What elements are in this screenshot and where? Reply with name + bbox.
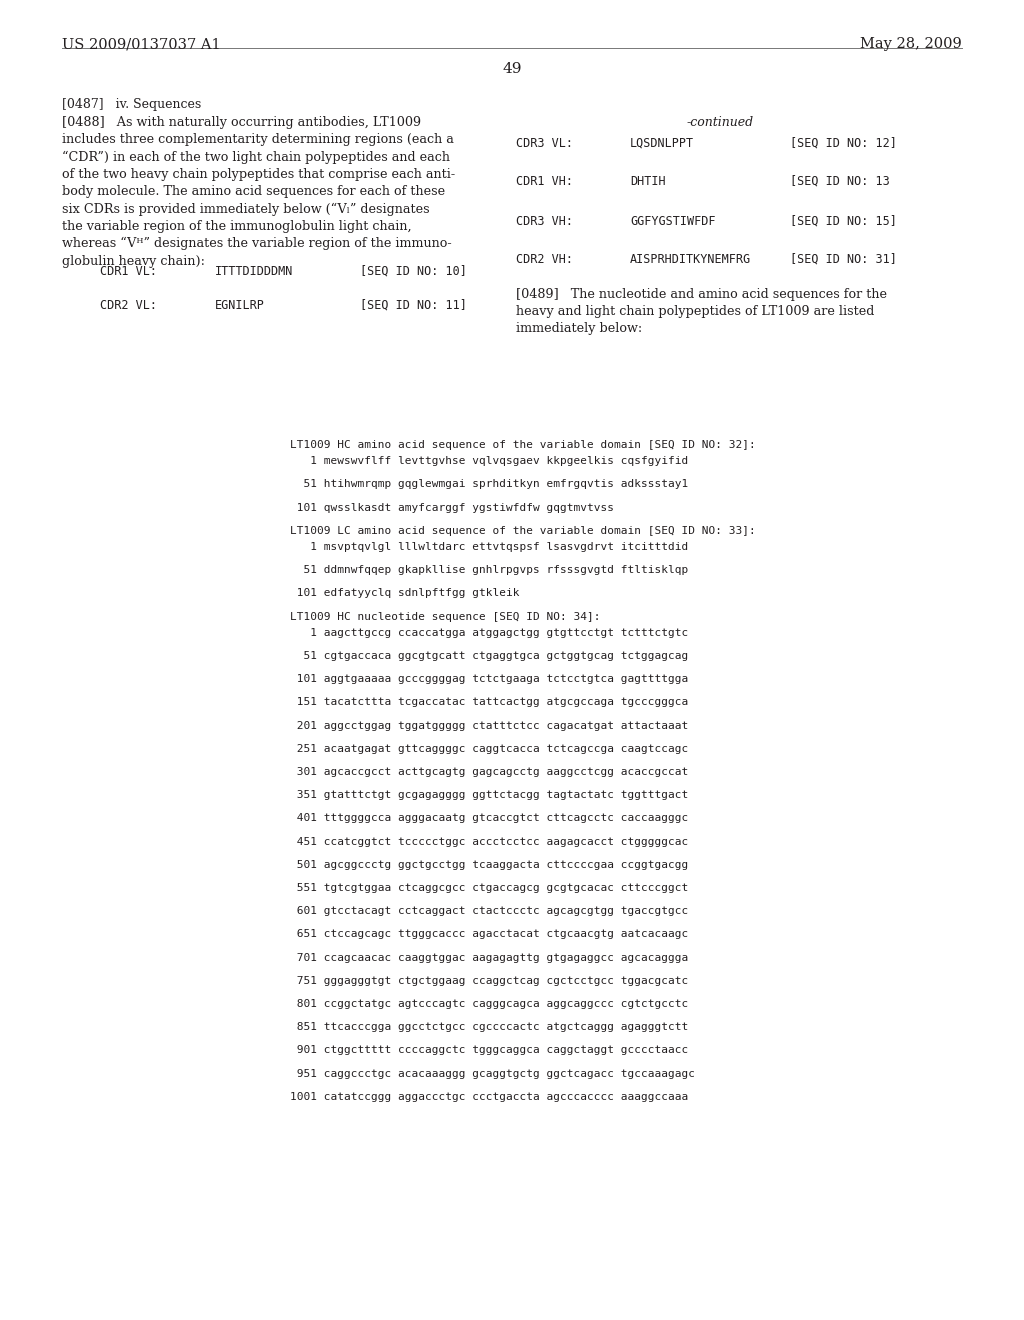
Text: May 28, 2009: May 28, 2009 (860, 37, 962, 51)
Text: [SEQ ID NO: 12]: [SEQ ID NO: 12] (790, 137, 897, 150)
Text: [SEQ ID NO: 11]: [SEQ ID NO: 11] (360, 300, 467, 312)
Text: 1 mewswvflff levttgvhse vqlvqsgaev kkpgeelkis cqsfgyifid: 1 mewswvflff levttgvhse vqlvqsgaev kkpge… (290, 457, 688, 466)
Text: 401 tttggggcca agggacaatg gtcaccgtct cttcagcctc caccaagggc: 401 tttggggcca agggacaatg gtcaccgtct ctt… (290, 813, 688, 824)
Text: 451 ccatcggtct tccccctggc accctcctcc aagagcacct ctgggggcac: 451 ccatcggtct tccccctggc accctcctcc aag… (290, 837, 688, 846)
Text: 851 ttcacccgga ggcctctgcc cgccccactc atgctcaggg agagggtctt: 851 ttcacccgga ggcctctgcc cgccccactc atg… (290, 1022, 688, 1032)
Text: DHTIH: DHTIH (630, 176, 666, 187)
Text: [SEQ ID NO: 10]: [SEQ ID NO: 10] (360, 265, 467, 279)
Text: 49: 49 (502, 62, 522, 77)
Text: -continued: -continued (686, 116, 754, 129)
Text: LT1009 LC amino acid sequence of the variable domain [SEQ ID NO: 33]:: LT1009 LC amino acid sequence of the var… (290, 525, 756, 536)
Text: CDR2 VH:: CDR2 VH: (516, 253, 573, 267)
Text: AISPRHDITKYNEMFRG: AISPRHDITKYNEMFRG (630, 253, 752, 267)
Text: 201 aggcctggag tggatggggg ctatttctcc cagacatgat attactaaat: 201 aggcctggag tggatggggg ctatttctcc cag… (290, 721, 688, 730)
Text: 601 gtcctacagt cctcaggact ctactccctc agcagcgtgg tgaccgtgcc: 601 gtcctacagt cctcaggact ctactccctc agc… (290, 907, 688, 916)
Text: 701 ccagcaacac caaggtggac aagagagttg gtgagaggcc agcacaggga: 701 ccagcaacac caaggtggac aagagagttg gtg… (290, 953, 688, 962)
Text: 101 edfatyyclq sdnlpftfgg gtkleik: 101 edfatyyclq sdnlpftfgg gtkleik (290, 589, 519, 598)
Text: CDR3 VH:: CDR3 VH: (516, 215, 573, 228)
Text: EGNILRP: EGNILRP (215, 300, 265, 312)
Text: CDR3 VL:: CDR3 VL: (516, 137, 573, 150)
Text: 651 ctccagcagc ttgggcaccc agacctacat ctgcaacgtg aatcacaagc: 651 ctccagcagc ttgggcaccc agacctacat ctg… (290, 929, 688, 940)
Text: 1001 catatccggg aggaccctgc ccctgaccta agcccacccc aaaggccaaa: 1001 catatccggg aggaccctgc ccctgaccta ag… (290, 1092, 688, 1102)
Text: 751 gggagggtgt ctgctggaag ccaggctcag cgctcctgcc tggacgcatc: 751 gggagggtgt ctgctggaag ccaggctcag cgc… (290, 975, 688, 986)
Text: 101 qwsslkasdt amyfcarggf ygstiwfdfw gqgtmvtvss: 101 qwsslkasdt amyfcarggf ygstiwfdfw gqg… (290, 503, 614, 512)
Text: US 2009/0137037 A1: US 2009/0137037 A1 (62, 37, 220, 51)
Text: 501 agcggccctg ggctgcctgg tcaaggacta cttccccgaa ccggtgacgg: 501 agcggccctg ggctgcctgg tcaaggacta ctt… (290, 859, 688, 870)
Text: LT1009 HC amino acid sequence of the variable domain [SEQ ID NO: 32]:: LT1009 HC amino acid sequence of the var… (290, 440, 756, 450)
Text: 51 htihwmrqmp gqglewmgai sprhditkyn emfrgqvtis adkssstay1: 51 htihwmrqmp gqglewmgai sprhditkyn emfr… (290, 479, 688, 490)
Text: 101 aggtgaaaaa gcccggggag tctctgaaga tctcctgtca gagttttgga: 101 aggtgaaaaa gcccggggag tctctgaaga tct… (290, 675, 688, 684)
Text: LQSDNLPPT: LQSDNLPPT (630, 137, 694, 150)
Text: GGFYGSTIWFDF: GGFYGSTIWFDF (630, 215, 716, 228)
Text: 51 cgtgaccaca ggcgtgcatt ctgaggtgca gctggtgcag tctggagcag: 51 cgtgaccaca ggcgtgcatt ctgaggtgca gctg… (290, 651, 688, 661)
Text: [0489]   The nucleotide and amino acid sequences for the
heavy and light chain p: [0489] The nucleotide and amino acid seq… (516, 288, 887, 335)
Text: 801 ccggctatgc agtcccagtc cagggcagca aggcaggccc cgtctgcctc: 801 ccggctatgc agtcccagtc cagggcagca agg… (290, 999, 688, 1008)
Text: [SEQ ID NO: 31]: [SEQ ID NO: 31] (790, 253, 897, 267)
Text: 551 tgtcgtggaa ctcaggcgcc ctgaccagcg gcgtgcacac cttcccggct: 551 tgtcgtggaa ctcaggcgcc ctgaccagcg gcg… (290, 883, 688, 894)
Text: 351 gtatttctgt gcgagagggg ggttctacgg tagtactatc tggtttgact: 351 gtatttctgt gcgagagggg ggttctacgg tag… (290, 791, 688, 800)
Text: 901 ctggcttttt ccccaggctc tgggcaggca caggctaggt gcccctaacc: 901 ctggcttttt ccccaggctc tgggcaggca cag… (290, 1045, 688, 1056)
Text: [SEQ ID NO: 13: [SEQ ID NO: 13 (790, 176, 890, 187)
Text: [SEQ ID NO: 15]: [SEQ ID NO: 15] (790, 215, 897, 228)
Text: 251 acaatgagat gttcaggggc caggtcacca tctcagccga caagtccagc: 251 acaatgagat gttcaggggc caggtcacca tct… (290, 743, 688, 754)
Text: [0488]   As with naturally occurring antibodies, LT1009
includes three complemen: [0488] As with naturally occurring antib… (62, 116, 455, 268)
Text: 301 agcaccgcct acttgcagtg gagcagcctg aaggcctcgg acaccgccat: 301 agcaccgcct acttgcagtg gagcagcctg aag… (290, 767, 688, 777)
Text: 1 aagcttgccg ccaccatgga atggagctgg gtgttcctgt tctttctgtc: 1 aagcttgccg ccaccatgga atggagctgg gtgtt… (290, 628, 688, 638)
Text: LT1009 HC nucleotide sequence [SEQ ID NO: 34]:: LT1009 HC nucleotide sequence [SEQ ID NO… (290, 611, 600, 622)
Text: [0487]   iv. Sequences: [0487] iv. Sequences (62, 98, 202, 111)
Text: CDR1 VL:: CDR1 VL: (100, 265, 157, 279)
Text: 151 tacatcttta tcgaccatac tattcactgg atgcgccaga tgcccgggca: 151 tacatcttta tcgaccatac tattcactgg atg… (290, 697, 688, 708)
Text: 51 ddmnwfqqep gkapkllise gnhlrpgvps rfsssgvgtd ftltisklqp: 51 ddmnwfqqep gkapkllise gnhlrpgvps rfss… (290, 565, 688, 576)
Text: CDR2 VL:: CDR2 VL: (100, 300, 157, 312)
Text: 1 msvptqvlgl lllwltdarc ettvtqspsf lsasvgdrvt itcitttdid: 1 msvptqvlgl lllwltdarc ettvtqspsf lsasv… (290, 543, 688, 552)
Text: CDR1 VH:: CDR1 VH: (516, 176, 573, 187)
Text: 951 caggccctgc acacaaaggg gcaggtgctg ggctcagacc tgccaaagagc: 951 caggccctgc acacaaaggg gcaggtgctg ggc… (290, 1069, 695, 1078)
Text: ITTTDIDDDMN: ITTTDIDDDMN (215, 265, 293, 279)
